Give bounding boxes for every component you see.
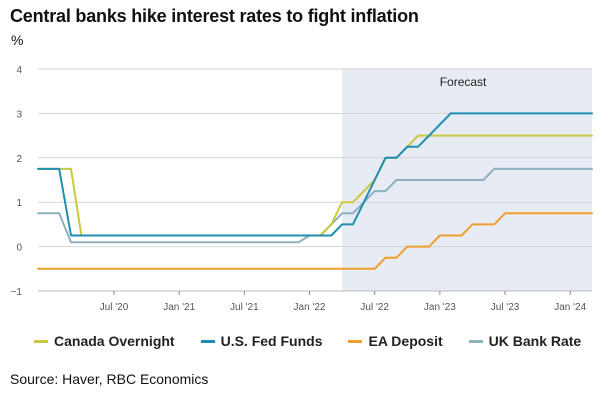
series-line-u-s-fed-funds [37, 112, 593, 237]
legend-swatch-canada-overnight [34, 339, 48, 343]
x-tick-label: Jul '20 [100, 302, 129, 313]
legend-item-uk-bank-rate: UK Bank Rate [468, 333, 582, 349]
chart-title: Central banks hike interest rates to fig… [10, 6, 419, 26]
x-tick-label: Jan '24 [554, 302, 586, 313]
x-tick-label: Jan '23 [424, 302, 456, 313]
series-line-uk-bank-rate [37, 167, 593, 244]
y-tick-label: 4 [16, 65, 22, 76]
y-tick-label: 1 [16, 198, 22, 209]
forecast-label: Forecast [440, 75, 487, 89]
legend-item-canada-overnight: Canada Overnight [34, 333, 175, 349]
legend-label-us-fed-funds: U.S. Fed Funds [220, 333, 323, 349]
y-tick-label: −1 [11, 287, 23, 298]
legend-label-canada-overnight: Canada Overnight [54, 333, 175, 349]
legend-label-uk-bank-rate: UK Bank Rate [488, 333, 582, 349]
legend-swatch-uk-bank-rate [468, 339, 483, 343]
line-chart: Forecast 4 3 2 1 0 −1 Jul '20 Jan '21 Jul '21 Jan… [11, 65, 593, 313]
legend-item-us-fed-funds: U.S. Fed Funds [200, 333, 323, 349]
y-tick-label: 2 [16, 154, 22, 165]
legend-item-ea-deposit: EA Deposit [348, 333, 443, 349]
legend: Canada Overnight U.S. Fed Funds EA Depos… [34, 333, 581, 349]
y-tick-label: 0 [16, 243, 22, 254]
x-tick-label: Jan '22 [294, 302, 326, 313]
legend-label-ea-deposit: EA Deposit [368, 333, 443, 349]
legend-swatch-ea-deposit [348, 339, 363, 343]
x-tick-label: Jul '22 [360, 302, 389, 313]
series-line-ea-deposit [37, 212, 593, 270]
x-tick-label: Jul '21 [230, 302, 259, 313]
legend-swatch-us-fed-funds [200, 339, 215, 343]
x-tick-label: Jul '23 [491, 302, 520, 313]
y-axis-unit-label: % [11, 32, 24, 48]
source-note: Source: Haver, RBC Economics [10, 371, 209, 387]
x-tick-label: Jan '21 [163, 302, 195, 313]
y-tick-label: 3 [16, 109, 22, 120]
